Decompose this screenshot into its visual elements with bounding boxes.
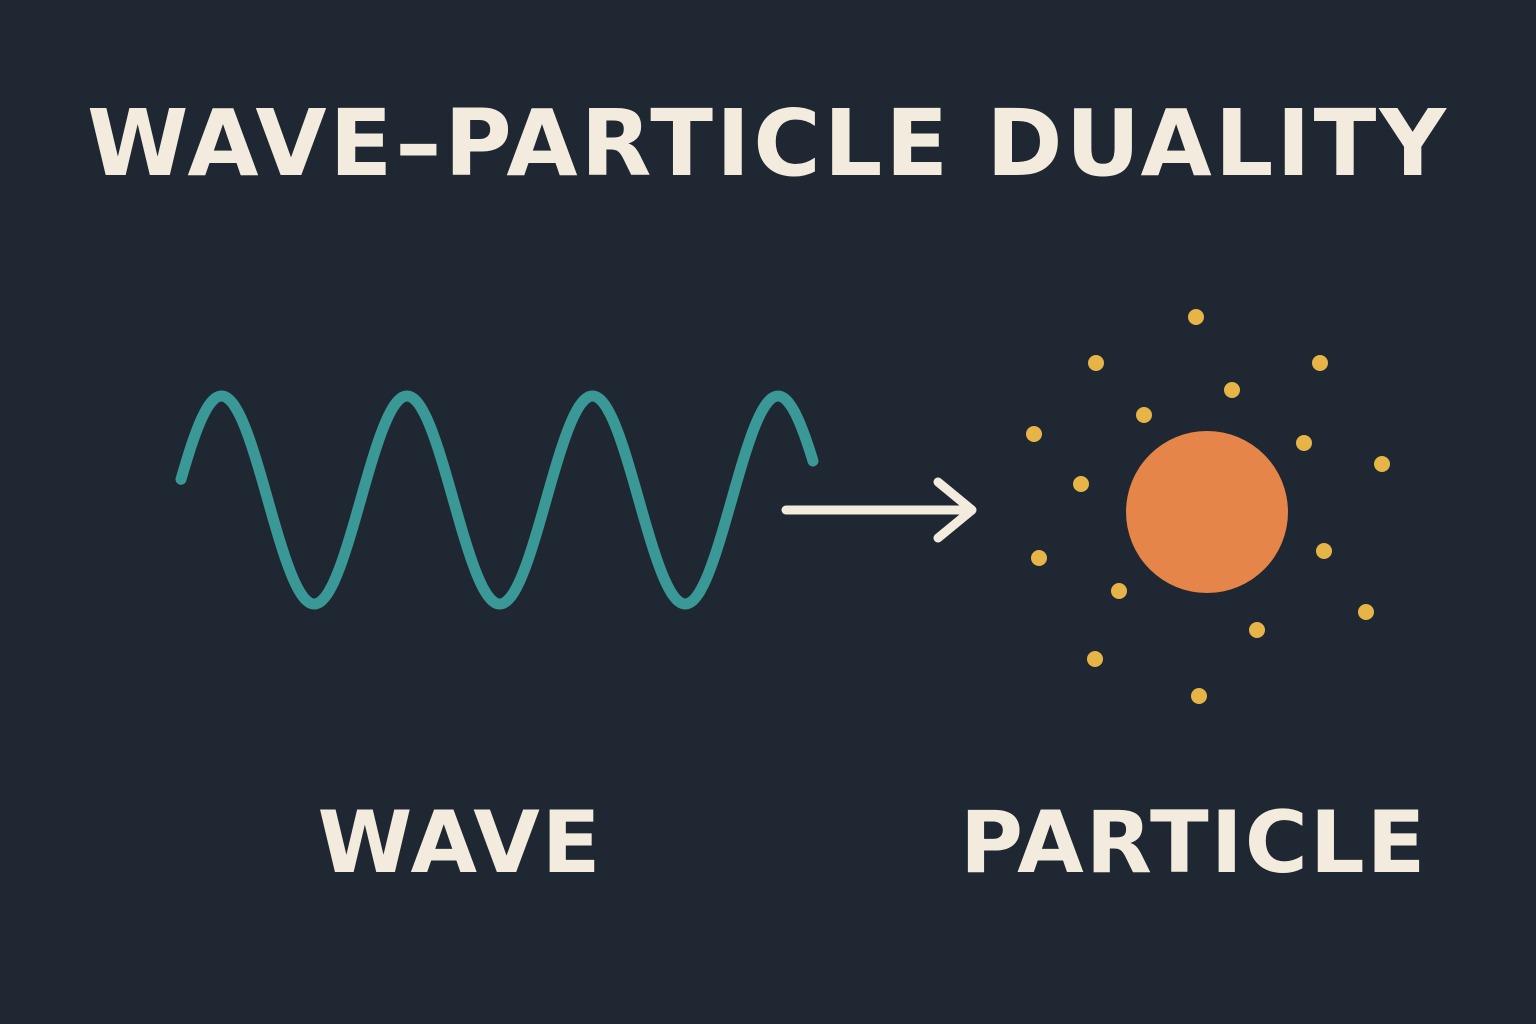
particle-dot <box>1224 382 1240 398</box>
particle-dot <box>1088 355 1104 371</box>
particle-dot <box>1031 550 1047 566</box>
particle-dot <box>1087 651 1103 667</box>
particle-dot <box>1296 435 1312 451</box>
particle-dot <box>1316 543 1332 559</box>
particle-dot <box>1358 604 1374 620</box>
particle-dot <box>1312 355 1328 371</box>
arrow-head <box>933 477 977 543</box>
particle-dots <box>1026 309 1390 704</box>
particle-dot <box>1188 309 1204 325</box>
sine-wave-icon <box>175 390 819 610</box>
particle-dot <box>1111 583 1127 599</box>
particle-dot <box>1136 407 1152 423</box>
particle-label: PARTICLE <box>960 793 1428 893</box>
particle-dot <box>1073 476 1089 492</box>
particle-dot <box>1249 622 1265 638</box>
particle-dot <box>1374 456 1390 472</box>
diagram-title: WAVE–PARTICLE DUALITY <box>87 90 1449 197</box>
right-arrow-icon <box>781 477 977 543</box>
particle-dot <box>1191 688 1207 704</box>
particle-dot <box>1026 426 1042 442</box>
particle-sphere-icon <box>1126 431 1288 593</box>
wave-label: WAVE <box>317 793 603 893</box>
